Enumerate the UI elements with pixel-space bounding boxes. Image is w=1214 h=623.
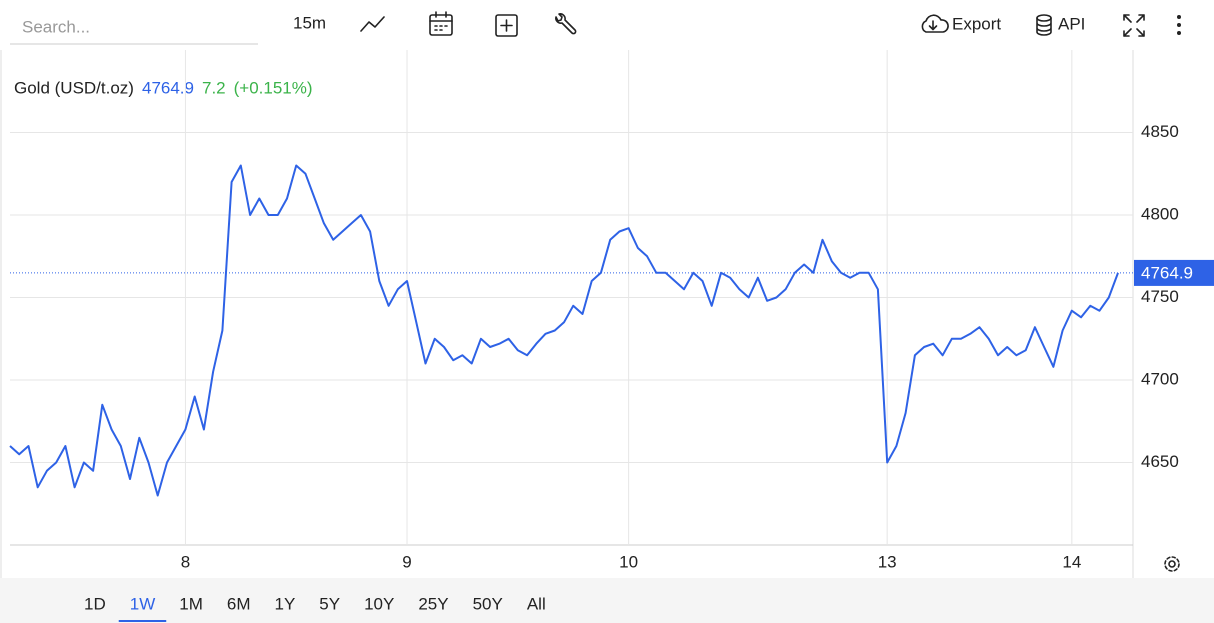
range-button[interactable]: 1W xyxy=(130,594,156,613)
export-icon[interactable] xyxy=(921,14,949,33)
x-tick-label: 14 xyxy=(1062,552,1081,571)
fullscreen-button[interactable] xyxy=(1123,14,1145,37)
api-button[interactable]: API xyxy=(1058,14,1085,33)
range-button[interactable]: 1M xyxy=(179,594,203,613)
search-input[interactable]: Search... xyxy=(22,17,90,36)
last-price-badge xyxy=(1134,259,1214,286)
range-bar xyxy=(0,578,1214,623)
api-icon[interactable] xyxy=(1036,14,1052,36)
y-tick-label: 4850 xyxy=(1141,122,1179,141)
x-tick-label: 13 xyxy=(878,552,897,571)
range-button[interactable]: 5Y xyxy=(319,594,340,613)
x-tick-label: 9 xyxy=(402,552,411,571)
range-button[interactable]: 50Y xyxy=(473,594,503,613)
export-button[interactable]: Export xyxy=(952,14,1001,33)
x-tick-label: 8 xyxy=(181,552,190,571)
range-button[interactable]: 6M xyxy=(227,594,251,613)
change-value: 7.2 xyxy=(202,78,226,97)
price-line xyxy=(9,164,1119,497)
compare-button[interactable] xyxy=(495,14,518,37)
date-button[interactable] xyxy=(429,11,453,36)
gear-button[interactable] xyxy=(1164,556,1180,572)
last-price-label: 4764.9 xyxy=(1141,263,1193,282)
grid xyxy=(10,50,1133,545)
change-percent: (+0.151%) xyxy=(234,78,313,97)
settings-tools-button[interactable] xyxy=(555,13,577,35)
chart-type-button[interactable] xyxy=(360,16,385,32)
range-button[interactable]: 1D xyxy=(84,594,106,613)
y-tick-label: 4700 xyxy=(1141,369,1179,388)
interval-button[interactable]: 15m xyxy=(293,13,326,32)
range-button[interactable]: All xyxy=(527,594,546,613)
y-tick-label: 4800 xyxy=(1141,204,1179,223)
range-button[interactable]: 1Y xyxy=(274,594,295,613)
range-button[interactable]: 25Y xyxy=(418,594,448,613)
menu-button[interactable] xyxy=(1177,15,1181,35)
y-tick-label: 4750 xyxy=(1141,287,1179,306)
series-title: Gold (USD/t.oz) xyxy=(14,78,134,97)
range-button[interactable]: 10Y xyxy=(364,594,394,613)
x-tick-label: 10 xyxy=(619,552,638,571)
last-value: 4764.9 xyxy=(142,78,194,97)
y-tick-label: 4650 xyxy=(1141,452,1179,471)
